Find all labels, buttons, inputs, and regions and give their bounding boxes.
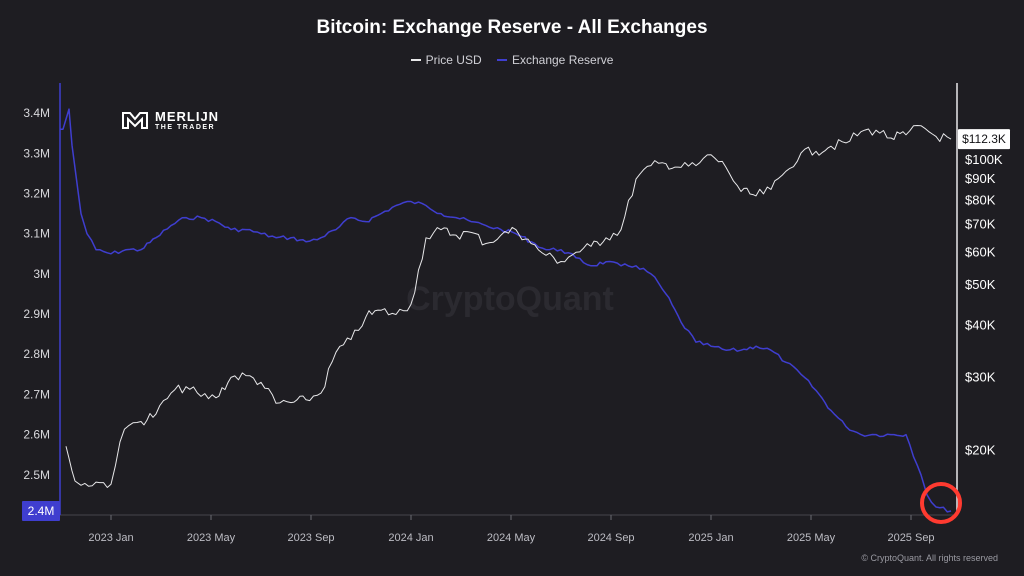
right-tick-label: $60K (965, 244, 996, 259)
right-tick-label: $20K (965, 443, 996, 458)
right-tick-label: $100K (965, 152, 1003, 167)
legend-swatch-price (410, 59, 421, 61)
chart-title: Bitcoin: Exchange Reserve - All Exchange… (316, 17, 708, 38)
legend-label-reserve: Exchange Reserve (511, 53, 614, 67)
right-current-label: $112.3K (962, 132, 1006, 146)
left-current-label: 2.4M (28, 504, 55, 518)
x-tick-label: 2024 Jan (388, 532, 433, 544)
x-tick-label: 2024 May (487, 532, 536, 544)
left-tick-label: 3.2M (23, 186, 50, 200)
right-tick-label: $50K (965, 277, 996, 292)
right-tick-label: $30K (965, 369, 996, 384)
left-tick-label: 3.4M (23, 106, 50, 120)
x-tick-label: 2024 Sep (587, 532, 634, 544)
legend-item-reserve[interactable]: Exchange Reserve (496, 53, 614, 67)
x-tick-label: 2023 Sep (287, 532, 334, 544)
right-tick-label: $90K (965, 171, 996, 186)
logo-title: MERLIJN (155, 108, 220, 124)
merlijn-logo: MERLIJN THE TRADER (120, 109, 219, 131)
x-tick-label: 2025 May (787, 532, 836, 544)
highlight-circle (920, 481, 962, 524)
copyright: © CryptoQuant. All rights reserved (861, 553, 998, 563)
right-tick-label: $80K (965, 192, 996, 207)
left-tick-label: 3M (33, 267, 50, 281)
legend: Price USD Exchange Reserve (0, 50, 1024, 67)
legend-label-price: Price USD (425, 53, 482, 67)
x-tick-label: 2023 May (187, 532, 236, 544)
left-tick-label: 3.3M (23, 146, 50, 160)
left-tick-label: 2.8M (23, 347, 50, 361)
series-line-price-usd (65, 125, 952, 488)
left-tick-label: 2.6M (23, 428, 50, 442)
left-tick-label: 2.9M (23, 307, 50, 321)
right-current-badge (958, 129, 1010, 150)
watermark: CryptoQuant (406, 280, 614, 318)
left-tick-label: 3.1M (23, 227, 50, 241)
right-tick-label: $70K (965, 216, 996, 231)
right-tick-label: $40K (965, 317, 996, 332)
merlijn-logo-icon (122, 112, 148, 129)
x-tick-label: 2025 Jan (688, 532, 733, 544)
left-current-badge (22, 500, 60, 521)
legend-item-price[interactable]: Price USD (410, 53, 482, 67)
x-tick-label: 2023 Jan (88, 532, 133, 544)
x-tick-label: 2025 Sep (887, 532, 934, 544)
left-tick-label: 2.7M (23, 387, 50, 401)
left-tick-label: 2.5M (23, 468, 50, 482)
legend-swatch-reserve (496, 59, 507, 61)
series-line-exchange-reserve (60, 108, 952, 513)
logo-subtitle: THE TRADER (155, 123, 216, 131)
